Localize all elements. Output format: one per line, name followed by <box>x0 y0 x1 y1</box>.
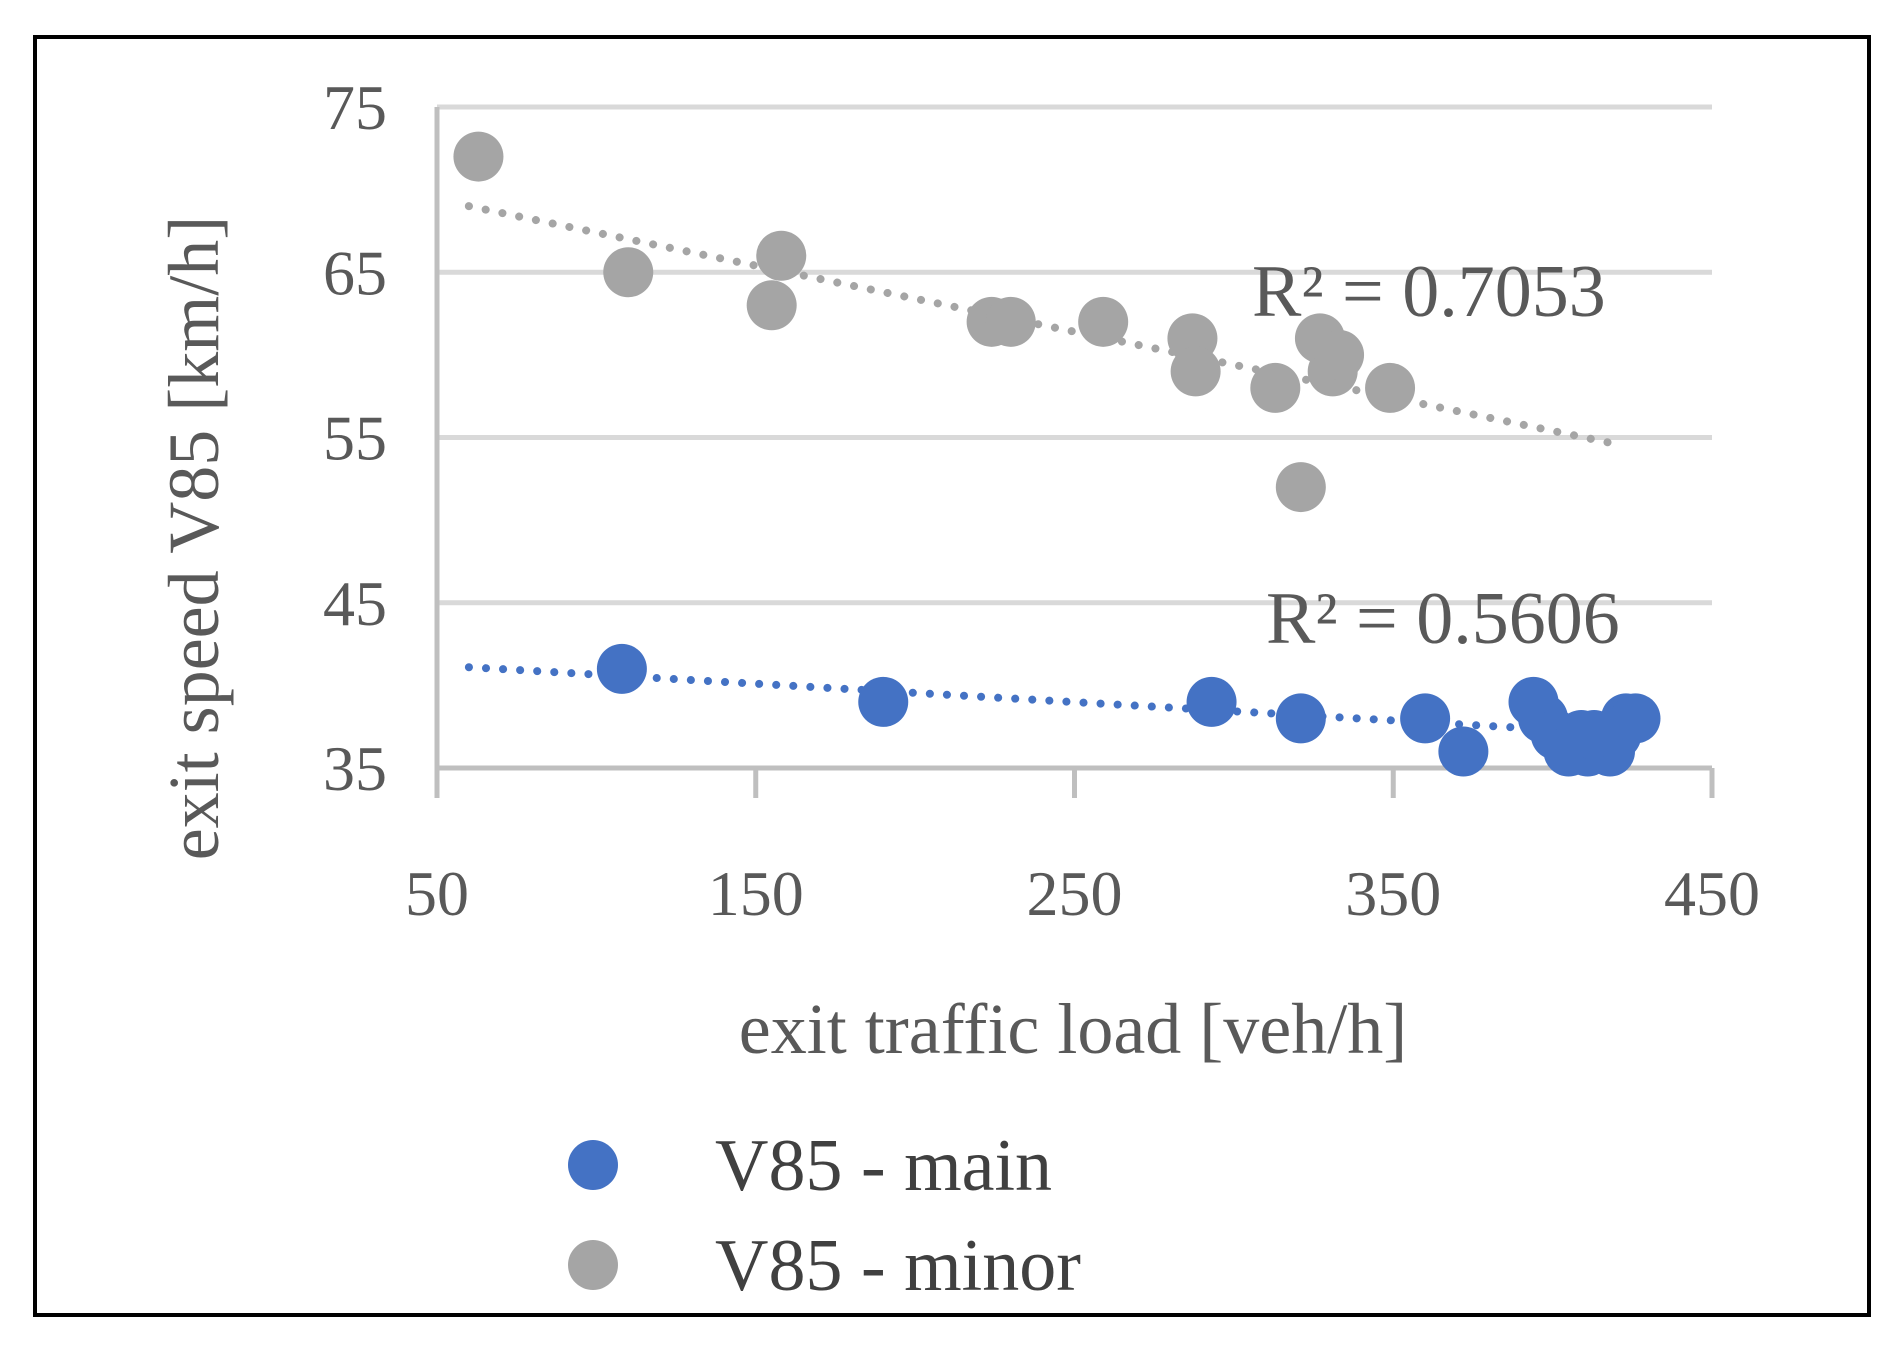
legend-marker-minor <box>568 1240 618 1290</box>
x-tick-label-150: 150 <box>708 858 804 929</box>
point-minor-2 <box>746 280 797 331</box>
legend-item-minor[interactable]: V85 - minor <box>568 1225 1081 1307</box>
x-axis-title: exit traffic load [veh/h] <box>739 989 1407 1069</box>
point-minor-8 <box>1170 346 1221 397</box>
legend-label-minor: V85 - minor <box>715 1225 1081 1307</box>
legend-label-main: V85 - main <box>715 1125 1052 1207</box>
x-tick-label-50: 50 <box>405 858 469 929</box>
x-tick-label-450: 450 <box>1664 858 1760 929</box>
y-axis-title: exit speed V85 [km/h] <box>154 216 234 861</box>
data-points <box>453 131 1661 777</box>
x-tick-label-250: 250 <box>1027 858 1123 929</box>
trendline-minor <box>464 202 1621 449</box>
r2-label-main: R² = 0.5606 <box>1266 578 1620 660</box>
y-tick-label-45: 45 <box>323 568 387 639</box>
point-main-5 <box>1438 726 1489 777</box>
y-tick-label-75: 75 <box>323 72 387 143</box>
point-minor-6 <box>1078 296 1129 347</box>
point-main-3 <box>1275 693 1326 744</box>
legend-marker-main <box>568 1140 618 1190</box>
y-tick-label-65: 65 <box>323 237 387 308</box>
point-main-4 <box>1400 693 1451 744</box>
point-minor-5 <box>985 296 1036 347</box>
point-main-0 <box>596 643 647 694</box>
legend: V85 - main V85 - minor <box>568 1125 1081 1307</box>
tick-labels: 35 45 55 65 75 50 150 250 350 450 <box>323 72 1760 929</box>
axes <box>434 107 1712 771</box>
point-main-16 <box>1610 693 1661 744</box>
r2-label-minor: R² = 0.7053 <box>1252 251 1606 333</box>
point-minor-9 <box>1250 362 1301 413</box>
point-minor-1 <box>603 247 654 298</box>
point-minor-3 <box>756 230 807 281</box>
point-main-1 <box>858 676 909 727</box>
y-tick-label-35: 35 <box>323 733 387 804</box>
point-minor-13 <box>1314 329 1365 380</box>
point-minor-0 <box>453 131 504 182</box>
point-minor-10 <box>1275 462 1326 513</box>
point-main-2 <box>1186 676 1237 727</box>
y-tick-label-55: 55 <box>323 403 387 474</box>
point-minor-14 <box>1365 362 1416 413</box>
chart-frame <box>33 35 1871 1317</box>
legend-item-main[interactable]: V85 - main <box>568 1125 1052 1207</box>
x-tick-label-350: 350 <box>1345 858 1441 929</box>
